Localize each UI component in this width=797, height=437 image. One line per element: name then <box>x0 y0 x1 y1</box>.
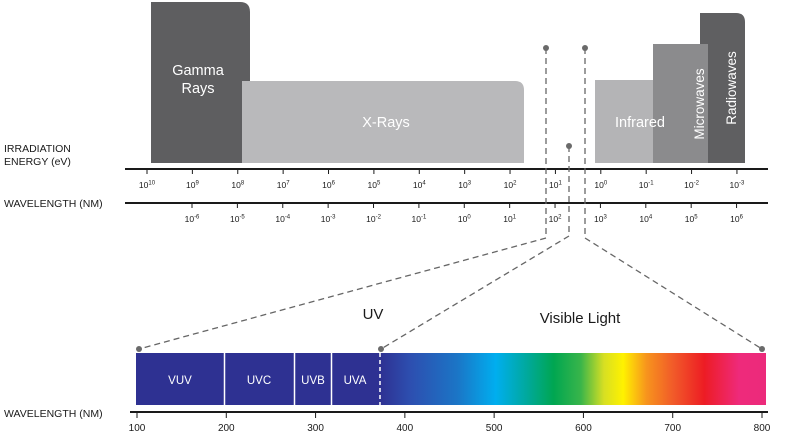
energy-axis-label: IRRADIATION ENERGY (eV) <box>4 143 71 168</box>
band-label-radiowaves: Radiowaves <box>724 51 739 125</box>
bottom-tick-label: 700 <box>664 423 681 434</box>
wavelength-tick-label: 103 <box>594 214 607 224</box>
bottom-tick-label: 400 <box>397 423 414 434</box>
band-gamma-rays <box>151 2 250 163</box>
bottom-tick-label: 100 <box>129 423 146 434</box>
energy-tick-label: 103 <box>458 180 471 190</box>
bottom-tick-label: 200 <box>218 423 235 434</box>
label-vuv: VUV <box>168 375 192 387</box>
connector-uv-left <box>138 48 547 350</box>
bottom-tick-label: 300 <box>307 423 324 434</box>
energy-tick-label: 107 <box>277 180 290 190</box>
bottom-wavelength-axis-label: WAVELENGTH (NM) <box>4 408 103 420</box>
visible-light-title: Visible Light <box>540 310 621 327</box>
bottom-tick-label: 600 <box>575 423 592 434</box>
energy-tick-label: 10-3 <box>730 180 745 190</box>
bottom-tick-label: 800 <box>754 423 771 434</box>
band-label-microwaves: Microwaves <box>692 68 707 140</box>
dot-bottom-mid <box>378 346 384 352</box>
energy-tick-label: 106 <box>322 180 335 190</box>
dot-bottom-right <box>759 346 765 352</box>
wavelength-tick-label: 10-4 <box>275 214 290 224</box>
wavelength-tick-label: 10-5 <box>230 214 245 224</box>
segment-uvc <box>225 353 294 405</box>
bottom-axis-ticks: 100 200 300 400 500 600 700 800 <box>129 412 771 434</box>
energy-label-line2: ENERGY (eV) <box>4 156 71 168</box>
band-label-gamma-line1: Gamma <box>172 63 225 79</box>
energy-tick-label: 101 <box>549 180 562 190</box>
energy-tick-label: 100 <box>594 180 607 190</box>
band-label-x-rays: X-Rays <box>362 115 410 131</box>
wavelength-tick-label: 10-2 <box>366 214 381 224</box>
band-x-rays <box>242 81 524 163</box>
band-microwaves <box>653 44 708 163</box>
energy-tick-label: 109 <box>186 180 199 190</box>
dot-top-right <box>582 45 588 51</box>
wavelength-tick-label: 102 <box>549 214 562 224</box>
energy-tick-label: 10-2 <box>684 180 699 190</box>
uv-segments <box>136 353 381 405</box>
dot-bottom-left <box>136 346 142 352</box>
connector-uv-visible <box>380 146 570 350</box>
band-labels: Gamma Rays X-Rays Infrared Microwaves Ra… <box>172 51 739 140</box>
uv-title: UV <box>363 306 384 323</box>
connector-dots <box>136 45 765 352</box>
label-uva: UVA <box>344 375 367 387</box>
wavelength-tick-label: 106 <box>730 214 743 224</box>
connector-visible-right <box>584 48 763 350</box>
energy-tick-label: 102 <box>504 180 517 190</box>
dot-top-mid <box>566 143 572 149</box>
wavelength-tick-label: 10-6 <box>185 214 200 224</box>
wavelength-tick-label: 10-3 <box>321 214 336 224</box>
wavelength-axis-ticks: 10-6 10-5 10-4 10-3 10-2 10-1 100 101 102 103 104 1… <box>185 203 744 224</box>
uv-segment-labels: VUV UVC UVB UVA <box>168 375 367 387</box>
wavelength-tick-label: 101 <box>503 214 516 224</box>
wavelength-tick-label: 10-1 <box>411 214 426 224</box>
energy-tick-label: 104 <box>413 180 426 190</box>
energy-tick-label: 10-1 <box>639 180 654 190</box>
segment-vuv <box>136 353 224 405</box>
energy-label-line1: IRRADIATION <box>4 143 71 155</box>
energy-tick-label: 1010 <box>139 180 156 190</box>
bottom-tick-label: 500 <box>486 423 503 434</box>
top-wavelength-axis-label: WAVELENGTH (NM) <box>4 198 103 210</box>
segment-uva <box>332 353 379 405</box>
zoom-connectors <box>138 48 763 350</box>
energy-tick-label: 105 <box>367 180 380 190</box>
band-label-gamma-line2: Rays <box>181 81 214 97</box>
label-uvb: UVB <box>301 375 325 387</box>
band-blocks <box>151 2 745 163</box>
wavelength-tick-label: 104 <box>639 214 652 224</box>
wavelength-tick-label: 105 <box>685 214 698 224</box>
segment-uvb <box>295 353 331 405</box>
band-label-infrared: Infrared <box>615 115 665 131</box>
dot-top-left <box>543 45 549 51</box>
energy-tick-label: 108 <box>231 180 244 190</box>
wavelength-tick-label: 100 <box>458 214 471 224</box>
label-uvc: UVC <box>247 375 271 387</box>
energy-axis-ticks: 1010 109 108 107 106 105 104 103 102 101 100 10-1 10… <box>139 169 745 190</box>
band-radiowaves <box>700 13 745 163</box>
